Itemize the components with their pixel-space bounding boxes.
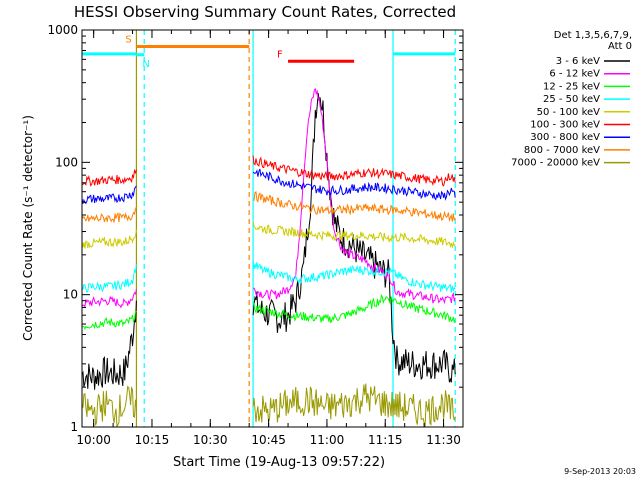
y-tick-label-0: 1 <box>70 420 78 434</box>
series-line-4-1 <box>252 221 456 249</box>
axes-frame <box>81 29 464 428</box>
plot-area: S N F <box>82 30 456 427</box>
legend-label-0: 3 - 6 keV <box>556 56 600 67</box>
x-tick-label-4: 11:00 <box>310 433 345 447</box>
series-line-4-0 <box>82 229 137 249</box>
footer-date: 9-Sep-2013 20:03 <box>564 467 636 476</box>
y-tick-label-1: 10 <box>63 288 78 302</box>
axes: 10:00 10:15 10:30 10:45 11:00 11:15 11:30 1 10 10… <box>47 23 464 447</box>
y-axis-label: Corrected Count Rate (s⁻¹ detector⁻¹) <box>21 115 35 341</box>
legend-label-7: 800 - 7000 keV <box>524 145 600 156</box>
series-line-6-0 <box>82 185 137 205</box>
series-line-3-1 <box>252 260 456 293</box>
series-line-0-0 <box>82 300 137 390</box>
series-line-3-0 <box>82 264 137 293</box>
chart-title: HESSI Observing Summary Count Rates, Cor… <box>74 3 456 21</box>
series-line-2-0 <box>82 310 137 330</box>
x-tick-label-2: 10:30 <box>193 433 228 447</box>
series-line-0-1 <box>252 93 456 383</box>
series-line-7-1 <box>252 191 456 223</box>
y-tick-label-2: 100 <box>55 155 78 169</box>
legend-label-1: 6 - 12 keV <box>549 69 600 80</box>
x-tick-label-1: 10:15 <box>135 433 170 447</box>
series-line-5-0 <box>82 168 137 187</box>
y-tick-label-3: 1000 <box>47 23 78 37</box>
legend-header-0: Det 1,3,5,6,7,9, <box>554 30 632 41</box>
legend: Det 1,3,5,6,7,9,Att 0 3 - 6 keV 6 - 12 keV… <box>511 30 632 169</box>
series-line-5-1 <box>252 155 456 187</box>
x-tick-label-3: 10:45 <box>251 433 286 447</box>
series-line-1-0 <box>82 289 137 309</box>
legend-label-5: 100 - 300 keV <box>530 120 600 131</box>
flag-label-1: N <box>142 59 149 70</box>
series-line-6-1 <box>252 168 456 201</box>
x-tick-label-0: 10:00 <box>76 433 111 447</box>
x-axis-label: Start Time (19-Aug-13 09:57:22) <box>173 455 385 470</box>
legend-label-2: 12 - 25 keV <box>543 81 600 92</box>
flag-label-2: F <box>277 49 283 60</box>
series-line-1-1 <box>252 87 456 305</box>
legend-header-1: Att 0 <box>608 41 632 52</box>
series-group <box>82 30 456 427</box>
series-line-7-0 <box>82 206 137 223</box>
x-tick-label-6: 11:30 <box>426 433 461 447</box>
legend-label-3: 25 - 50 keV <box>543 94 600 105</box>
flag-label-0: S <box>125 35 131 46</box>
legend-label-8: 7000 - 20000 keV <box>511 158 600 169</box>
x-tick-label-5: 11:15 <box>368 433 403 447</box>
series-line-8-0 <box>82 385 137 427</box>
series-line-2-1 <box>253 294 456 324</box>
legend-label-4: 50 - 100 keV <box>537 107 601 118</box>
legend-label-6: 300 - 800 keV <box>530 132 600 143</box>
series-line-8-1 <box>252 383 456 427</box>
